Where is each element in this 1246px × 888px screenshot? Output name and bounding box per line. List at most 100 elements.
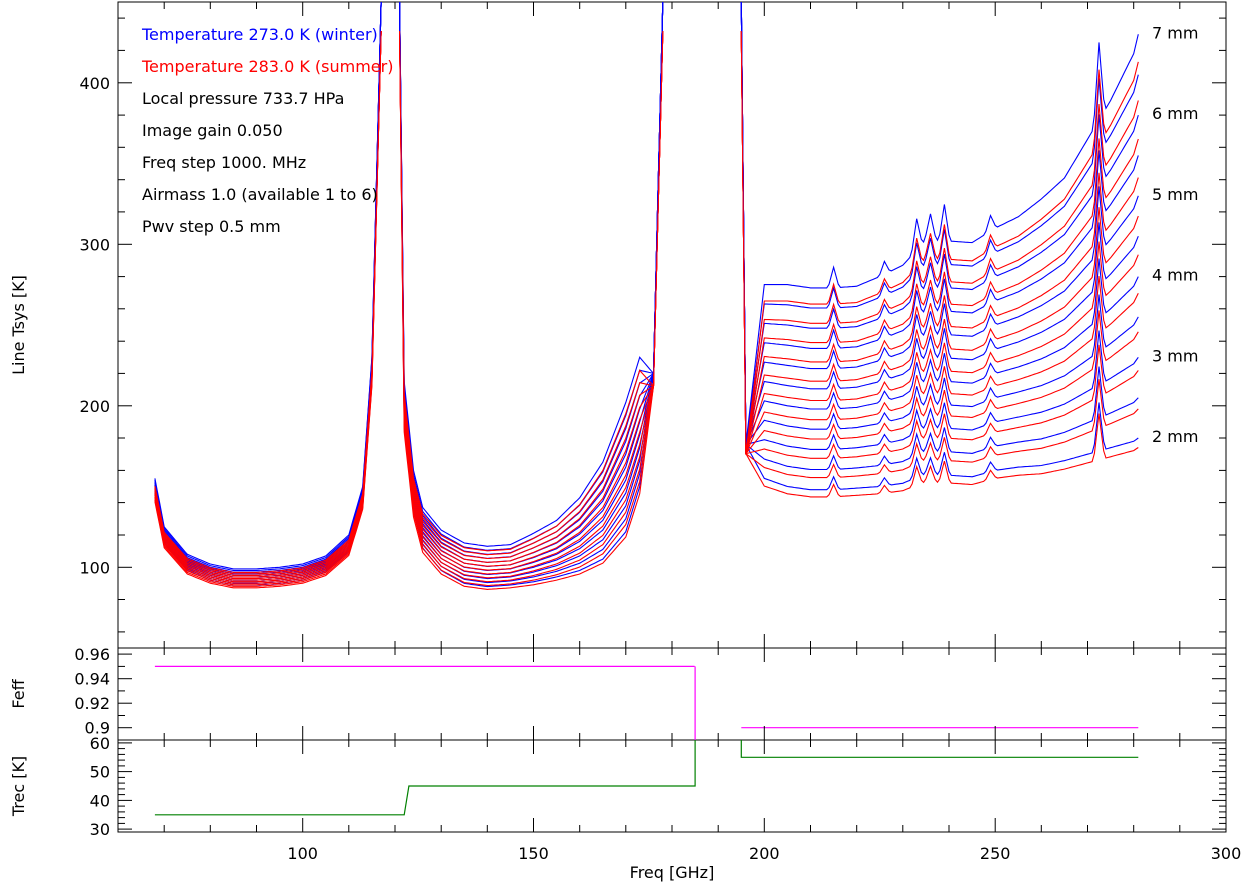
trec-series [154, 740, 1139, 816]
tsys-curves [154, 1, 1139, 590]
feff-panel-frame [117, 647, 1227, 741]
summer-curve-pwv-4-5-band-1 [154, 31, 382, 581]
summer-curve-pwv-5-band-1 [154, 31, 382, 580]
summer-curve-pwv-6-5-band-2 [399, 31, 664, 556]
summer-curve-pwv-6-band-3 [740, 31, 1139, 454]
winter-curve-pwv-3-5-band-2 [399, 1, 664, 576]
pwv-labels: 2 mm 3 mm 4 mm 5 mm 6 mm 7 mm [1152, 23, 1198, 446]
x-tick-label: 150 [518, 844, 549, 863]
pwv-label: 3 mm [1152, 346, 1198, 365]
winter-curve-pwv-3-5-band-3 [740, 1, 1139, 447]
trec-line-2 [740, 740, 1139, 758]
tsys-y-tick-label: 200 [79, 397, 110, 416]
summer-curve-pwv-7-band-2 [399, 31, 664, 552]
annotation-airmass: Airmass 1.0 (available 1 to 6) [142, 185, 378, 204]
summer-curve-pwv-3-band-2 [399, 31, 664, 583]
winter-curve-pwv-2-5-band-3 [740, 1, 1139, 471]
y-axis-title-trec: Trec [K] [9, 756, 28, 817]
pwv-label: 6 mm [1152, 104, 1198, 123]
winter-curve-pwv-4-band-2 [399, 1, 664, 572]
summer-curve-pwv-5-5-band-2 [399, 31, 664, 563]
annotation-freq-step: Freq step 1000. MHz [142, 153, 306, 172]
summer-curve-pwv-2-5-band-1 [154, 31, 382, 587]
summer-curve-pwv-2-band-1 [154, 31, 382, 589]
winter-curve-pwv-4-5-band-3 [740, 1, 1139, 445]
summer-curve-pwv-3-5-band-2 [399, 31, 664, 579]
winter-curve-pwv-4-band-3 [740, 1, 1139, 445]
annotation-temp-summer: Temperature 283.0 K (summer) [141, 57, 393, 76]
feff-y-tick-label: 0.92 [74, 694, 110, 713]
summer-curve-pwv-7-band-3 [740, 31, 1139, 454]
summer-curve-pwv-3-band-3 [740, 31, 1139, 459]
winter-curve-pwv-6-5-band-3 [740, 1, 1139, 445]
summer-curve-pwv-4-5-band-3 [740, 31, 1139, 454]
tsys-y-tick-label: 100 [79, 558, 110, 577]
winter-curve-pwv-2-band-3 [740, 1, 1139, 491]
summer-curve-pwv-4-band-2 [399, 31, 664, 575]
winter-curve-pwv-2-5-band-2 [399, 1, 664, 584]
x-tick-label: 250 [980, 844, 1011, 863]
summer-curve-pwv-6-band-1 [154, 31, 382, 577]
tsys-y-tick-label: 300 [79, 235, 110, 254]
annotation-pressure: Local pressure 733.7 HPa [142, 89, 344, 108]
winter-curve-pwv-5-band-1 [154, 1, 382, 576]
annotation-pwv-step: Pwv step 0.5 mm [142, 217, 281, 236]
summer-curve-pwv-6-5-band-3 [740, 31, 1139, 454]
summer-curve-pwv-5-5-band-3 [740, 31, 1139, 454]
pwv-label: 4 mm [1152, 266, 1198, 285]
trec-line-1 [154, 740, 696, 816]
winter-curve-pwv-6-5-band-1 [154, 1, 382, 572]
summer-curve-pwv-2-band-3 [740, 31, 1139, 498]
summer-curve-pwv-4-5-band-2 [399, 31, 664, 571]
feff-series [154, 665, 1139, 740]
winter-curve-pwv-5-5-band-1 [154, 1, 382, 575]
y-axis-title-feff: Feff [9, 678, 28, 708]
pwv-label: 5 mm [1152, 185, 1198, 204]
summer-curve-pwv-2-5-band-3 [740, 31, 1139, 479]
summer-curve-pwv-3-5-band-1 [154, 31, 382, 584]
winter-curve-pwv-4-5-band-2 [399, 1, 664, 567]
summer-curve-pwv-6-band-2 [399, 31, 664, 560]
winter-curve-pwv-5-5-band-2 [399, 1, 664, 559]
trec-y-tick-label: 60 [90, 734, 110, 753]
summer-curve-pwv-2-band-2 [399, 31, 664, 590]
winter-curve-pwv-5-band-3 [740, 1, 1139, 445]
summer-curve-pwv-5-band-2 [399, 31, 664, 567]
winter-curve-pwv-2-band-2 [399, 1, 664, 588]
feff-y-tick-label: 0.96 [74, 645, 110, 664]
summer-curve-pwv-4-band-1 [154, 31, 382, 583]
winter-curve-pwv-7-band-1 [154, 1, 382, 570]
x-tick-label: 100 [287, 844, 318, 863]
summer-curve-pwv-5-5-band-1 [154, 31, 382, 578]
pwv-label: 7 mm [1152, 23, 1198, 42]
annotation-gain: Image gain 0.050 [142, 121, 283, 140]
summer-curve-pwv-4-band-3 [740, 31, 1139, 454]
axes-tick-labels: 100 150 200 250 300 100 200 300 400 0.9 0.92 0.94 0.… [74, 74, 1241, 863]
y-axis-title-tsys: Line Tsys [K] [9, 275, 28, 375]
winter-curve-pwv-6-band-3 [740, 1, 1139, 445]
feff-y-tick-label: 0.94 [74, 670, 110, 689]
tsys-y-tick-label: 400 [79, 74, 110, 93]
summer-curve-pwv-2-5-band-2 [399, 31, 664, 587]
trec-y-tick-label: 50 [90, 763, 110, 782]
trec-y-tick-label: 30 [90, 820, 110, 839]
winter-curve-pwv-5-5-band-3 [740, 1, 1139, 445]
summer-curve-pwv-3-band-1 [154, 31, 382, 586]
winter-curve-pwv-3-band-3 [740, 1, 1139, 450]
summer-curve-pwv-7-band-1 [154, 31, 382, 573]
x-axis-title: Freq [GHz] [630, 863, 715, 882]
winter-curve-pwv-5-band-2 [399, 1, 664, 563]
winter-curve-pwv-6-band-1 [154, 1, 382, 573]
summer-curve-pwv-5-band-3 [740, 31, 1139, 454]
winter-curve-pwv-7-band-2 [399, 1, 664, 547]
summer-curve-pwv-3-5-band-3 [740, 31, 1139, 456]
trec-y-tick-label: 40 [90, 791, 110, 810]
annotation-temp-winter: Temperature 273.0 K (winter) [141, 25, 378, 44]
x-tick-label: 300 [1211, 844, 1242, 863]
pwv-label: 2 mm [1152, 427, 1198, 446]
x-tick-label: 200 [749, 844, 780, 863]
summer-curve-pwv-6-5-band-1 [154, 31, 382, 575]
feff-y-tick-label: 0.9 [85, 719, 110, 738]
winter-curve-pwv-7-band-3 [740, 1, 1139, 445]
